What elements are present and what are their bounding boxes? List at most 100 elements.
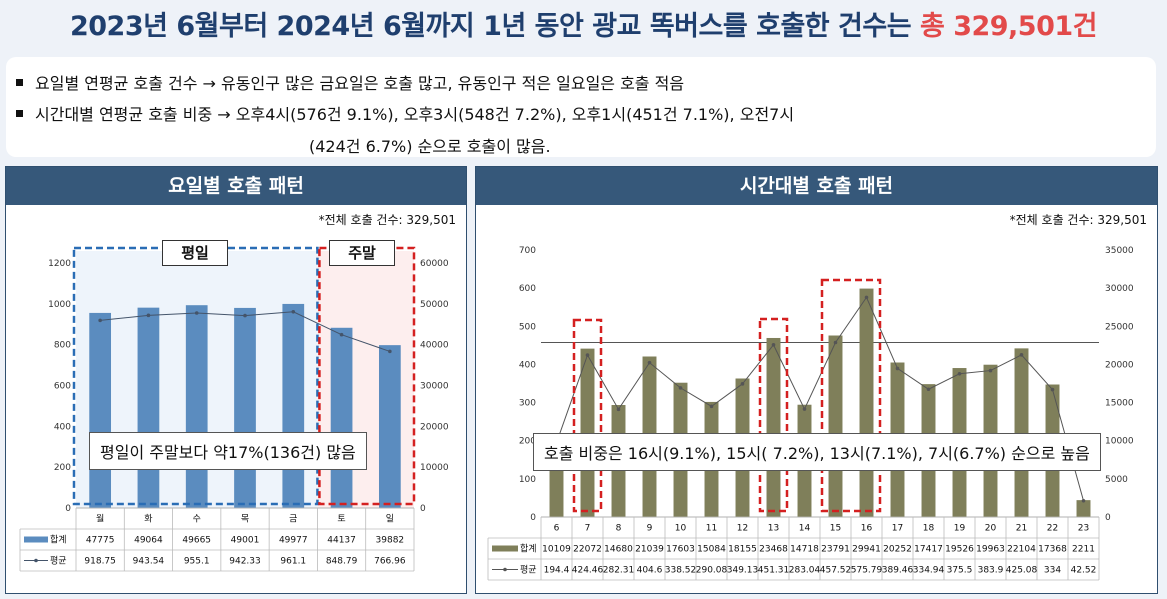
weekend-group-label: 주말 (329, 240, 395, 266)
category-label: 월 (96, 513, 104, 525)
average-point (709, 404, 714, 409)
average-point (1081, 498, 1086, 503)
y-tick-label: 0 (530, 513, 536, 523)
average-point (802, 407, 807, 411)
table-avg-value: 848.79 (326, 557, 358, 567)
category-label: 7 (585, 524, 591, 534)
hourly-chart-svg: 0 100 200 300 400 500 600 700 0 5000 10000 15000 200… (487, 246, 1134, 581)
table-avg-value: 451.31 (758, 566, 790, 576)
average-point (291, 309, 296, 314)
table-sum-value: 15084 (697, 545, 726, 555)
y2-tick-label: 60000 (420, 259, 449, 269)
table-avg-value: 334.94 (913, 566, 945, 576)
bar (185, 305, 208, 508)
highlight-box-15-16h (820, 278, 882, 513)
table-sum-value: 22104 (1007, 545, 1036, 555)
table-sum-value: 49064 (134, 536, 163, 546)
average-point (957, 371, 962, 376)
table-avg-value: 334 (1044, 566, 1061, 576)
table-avg-value: 424.46 (572, 566, 604, 576)
category-label: 12 (737, 524, 748, 534)
highlight-box-7h (572, 318, 603, 513)
table-avg-value: 457.52 (820, 566, 852, 576)
hourly-chart-title: 시간대별 호출 패턴 (476, 167, 1157, 205)
table-sum-value: 10109 (542, 545, 571, 555)
table-avg-value: 375.5 (947, 566, 973, 576)
table-avg-value: 942.33 (229, 557, 261, 567)
category-label: 9 (647, 524, 653, 534)
bar (282, 303, 305, 508)
y2-tick-label: 25000 (1105, 322, 1134, 332)
y2-tick-label: 30000 (1105, 284, 1134, 294)
bullet-square-icon (16, 79, 23, 86)
title-main: 2023년 6월부터 2024년 6월까지 1년 동안 광교 똑버스를 호출한 … (69, 11, 920, 42)
y2-tick-label: 40000 (420, 341, 449, 351)
table-sum-value: 49001 (231, 536, 260, 546)
summary-bullet-2: 시간대별 연평균 호출 비중 → 오후4시(576건 9.1%), 오후3시(5… (16, 101, 794, 125)
category-label: 20 (985, 524, 997, 534)
highlight-box-13h (758, 317, 789, 513)
table-avg-value: 349.13 (727, 566, 759, 576)
y-tick-label: 1000 (48, 300, 71, 310)
table-sum-value: 23791 (821, 545, 850, 555)
table-sum-value: 44137 (327, 536, 356, 546)
y2-tick-label: 15000 (1105, 399, 1134, 409)
table-sum-value: 20252 (883, 545, 912, 555)
table-avg-value: 194.4 (544, 566, 570, 576)
page-title: 2023년 6월부터 2024년 6월까지 1년 동안 광교 똑버스를 호출한 … (0, 4, 1167, 43)
legend-bar-swatch (24, 536, 48, 543)
bar (766, 337, 781, 517)
hourly-annotation: 호출 비중은 16시(9.1%), 15시( 7.2%), 13시(7.1%),… (533, 433, 1101, 471)
average-point (1050, 387, 1055, 392)
table-sum-value: 17417 (914, 545, 943, 555)
legend-line-label: 평균 (50, 556, 67, 567)
table-sum-value: 49665 (182, 536, 211, 546)
category-label: 13 (768, 524, 779, 534)
table-avg-value: 389.46 (882, 566, 914, 576)
y2-tick-label: 10000 (420, 463, 449, 473)
table-avg-value: 425.08 (1006, 566, 1038, 576)
average-point (98, 318, 102, 323)
category-label: 10 (675, 524, 687, 534)
y-tick-label: 600 (54, 382, 71, 392)
table-sum-value: 14718 (790, 545, 819, 555)
average-point (146, 313, 151, 318)
bar (137, 307, 160, 508)
table-avg-value: 961.1 (280, 557, 306, 567)
hourly-chart-panel: 시간대별 호출 패턴 *전체 호출 건수: 329,501 0 100 200 300… (475, 166, 1158, 594)
average-point (194, 311, 199, 315)
y-tick-label: 500 (519, 322, 536, 332)
y-tick-label: 400 (519, 360, 536, 370)
y-tick-label: 200 (54, 463, 71, 473)
table-sum-value: 19963 (976, 545, 1005, 555)
average-point (585, 353, 590, 357)
category-label: 목 (241, 514, 249, 525)
table-sum-value: 39882 (376, 536, 405, 546)
table-avg-value: 338.52 (665, 566, 697, 576)
y2-tick-label: 20000 (1105, 360, 1134, 370)
category-label: 16 (861, 524, 873, 534)
legend-line-marker (503, 567, 507, 572)
table-sum-value: 22072 (573, 545, 602, 555)
category-label: 19 (954, 524, 966, 534)
bar (378, 345, 401, 508)
y2-tick-label: 20000 (420, 422, 449, 432)
category-label: 6 (554, 524, 560, 534)
category-label: 금 (289, 514, 297, 525)
average-point (833, 340, 838, 345)
y2-tick-label: 10000 (1105, 437, 1134, 447)
category-label: 일 (386, 514, 394, 525)
table-sum-value: 2211 (1072, 545, 1095, 555)
y2-tick-label: 30000 (420, 382, 449, 392)
y-tick-label: 400 (54, 422, 71, 432)
title-total: 총 329,501건 (919, 11, 1098, 42)
summary-box (6, 57, 1156, 157)
y-tick-label: 600 (519, 284, 536, 294)
average-point (771, 343, 776, 347)
average-line (556, 296, 1084, 501)
table-sum-value: 17603 (666, 545, 695, 555)
average-point (864, 295, 869, 300)
table-sum-value: 29941 (852, 545, 881, 555)
y-tick-label: 1200 (48, 259, 71, 269)
table-avg-value: 575.79 (851, 566, 883, 576)
